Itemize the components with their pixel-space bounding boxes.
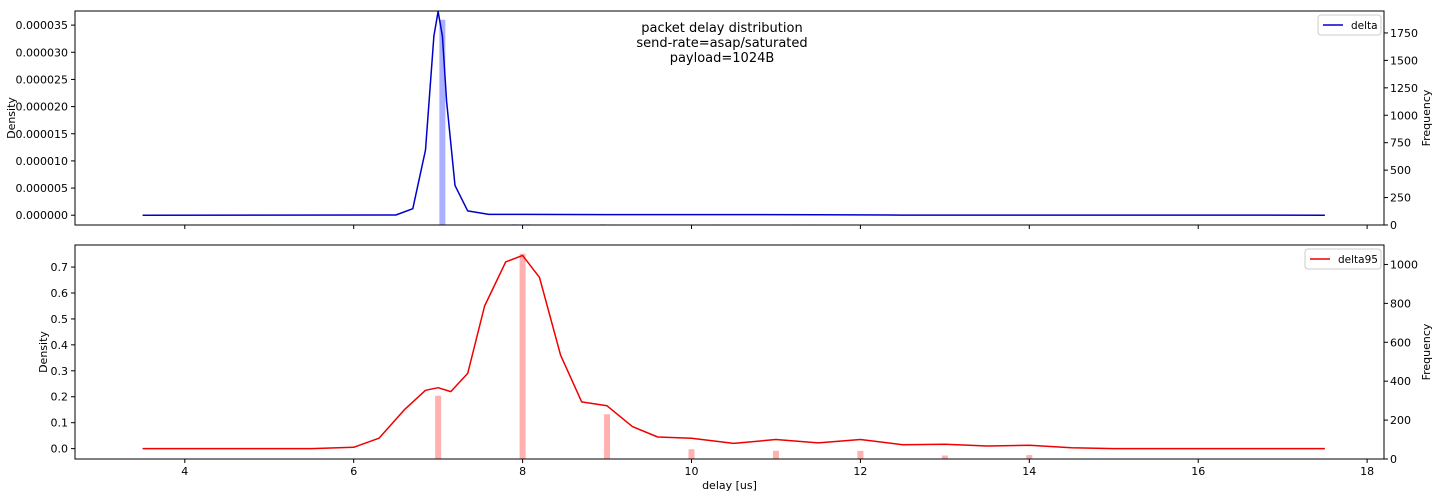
top-y2-axis-label: Frequency [1420,89,1433,146]
x-tick-label: 16 [1191,465,1205,478]
y2-tick-label: 0 [1390,453,1397,466]
bottom-hist-bar [604,414,611,459]
bottom-legend-label: delta95 [1338,254,1378,266]
top-kde-lines [142,10,1325,216]
y-tick-label: 0.7 [51,261,69,274]
x-tick-label: 10 [684,465,698,478]
chart-title: packet delay distribution send-rate=asap… [636,21,807,66]
title-line-2: send-rate=asap/saturated [636,36,807,51]
bottom-legend-box [1304,248,1382,270]
x-tick-label: 18 [1360,465,1374,478]
x-tick-label: 8 [519,465,526,478]
y-tick-label: 0.1 [51,417,69,430]
bottom-panel: 0.0 0.1 0.2 0.3 0.4 0.5 0.6 0.7 0 200 400 600 800 10… [37,244,1433,492]
y-tick-label: 0.000035 [16,19,69,32]
title-line-1: packet delay distribution [641,21,802,36]
y-tick-label: 0.6 [51,287,69,300]
top-y-axis-label: Density [5,97,18,139]
y-tick-label: 0.000005 [16,182,69,195]
series-line-delta95 [142,254,1325,450]
x-tick-label: 14 [1022,465,1036,478]
y2-tick-label: 200 [1390,414,1411,427]
x-axis-label: delay [us] [702,479,757,492]
y2-tick-label: 800 [1390,297,1411,310]
series-line-delta [142,10,1325,216]
y-tick-label: 0.000015 [16,128,69,141]
bottom-y-axis-label: Density [37,331,50,373]
y-tick-label: 0.000030 [16,46,69,59]
bottom-legend: delta95 [1304,248,1382,270]
top-legend: delta [1317,14,1382,36]
y-tick-label: 0.3 [51,365,69,378]
x-tick-label: 6 [350,465,357,478]
bottom-hist-bar [435,395,442,459]
y-tick-label: 0.2 [51,391,69,404]
bottom-hist-bar [941,455,948,459]
top-right-y-ticks: 0 250 500 750 1000 1250 1500 1750 [1384,27,1418,232]
title-line-3: payload=1024B [670,51,775,66]
y2-tick-label: 0 [1390,219,1397,232]
y2-tick-label: 1000 [1390,109,1418,122]
bottom-y2-axis-label: Frequency [1420,323,1433,380]
y2-tick-label: 600 [1390,336,1411,349]
x-tick-label: 4 [181,465,188,478]
y-tick-label: 0.4 [51,339,69,352]
y-tick-label: 0.000010 [16,155,69,168]
bottom-hist-bar [1026,455,1033,459]
y-tick-label: 0.000020 [16,101,69,114]
bottom-kde-lines [142,254,1325,450]
y-tick-label: 0.5 [51,313,69,326]
y-tick-label: 0.000000 [16,209,69,222]
y2-tick-label: 1750 [1390,27,1418,40]
bottom-histogram [435,253,1033,459]
top-legend-box [1317,14,1382,36]
top-legend-label: delta [1351,20,1378,32]
bottom-hist-bar [772,450,779,459]
y2-tick-label: 750 [1390,137,1411,150]
bottom-hist-bar [519,253,526,459]
top-hist-bar [439,19,446,226]
y2-tick-label: 400 [1390,375,1411,388]
y2-tick-label: 1000 [1390,258,1418,271]
top-left-y-ticks: 0.000000 0.000005 0.000010 0.000015 0.000020… [16,19,75,222]
bottom-hist-bar [857,450,864,459]
y2-tick-label: 500 [1390,164,1411,177]
y-tick-label: 0.0 [51,443,69,456]
x-tick-label: 12 [853,465,867,478]
y2-tick-label: 1500 [1390,54,1418,67]
y-tick-label: 0.000025 [16,73,69,86]
top-panel: 0.000000 0.000005 0.000010 0.000015 0.000020… [5,10,1433,232]
top-plot-frame [74,10,1385,226]
bottom-right-y-ticks: 0 200 400 600 800 1000 [1384,258,1418,466]
bottom-hist-bar [688,449,695,459]
top-x-ticks [184,225,1368,229]
bottom-left-y-ticks: 0.0 0.1 0.2 0.3 0.4 0.5 0.6 0.7 [51,261,75,456]
bottom-plot-frame [74,244,1385,460]
bottom-x-ticks: 4 6 8 10 12 14 16 18 [181,459,1374,478]
y2-tick-label: 250 [1390,192,1411,205]
y2-tick-label: 1250 [1390,82,1418,95]
